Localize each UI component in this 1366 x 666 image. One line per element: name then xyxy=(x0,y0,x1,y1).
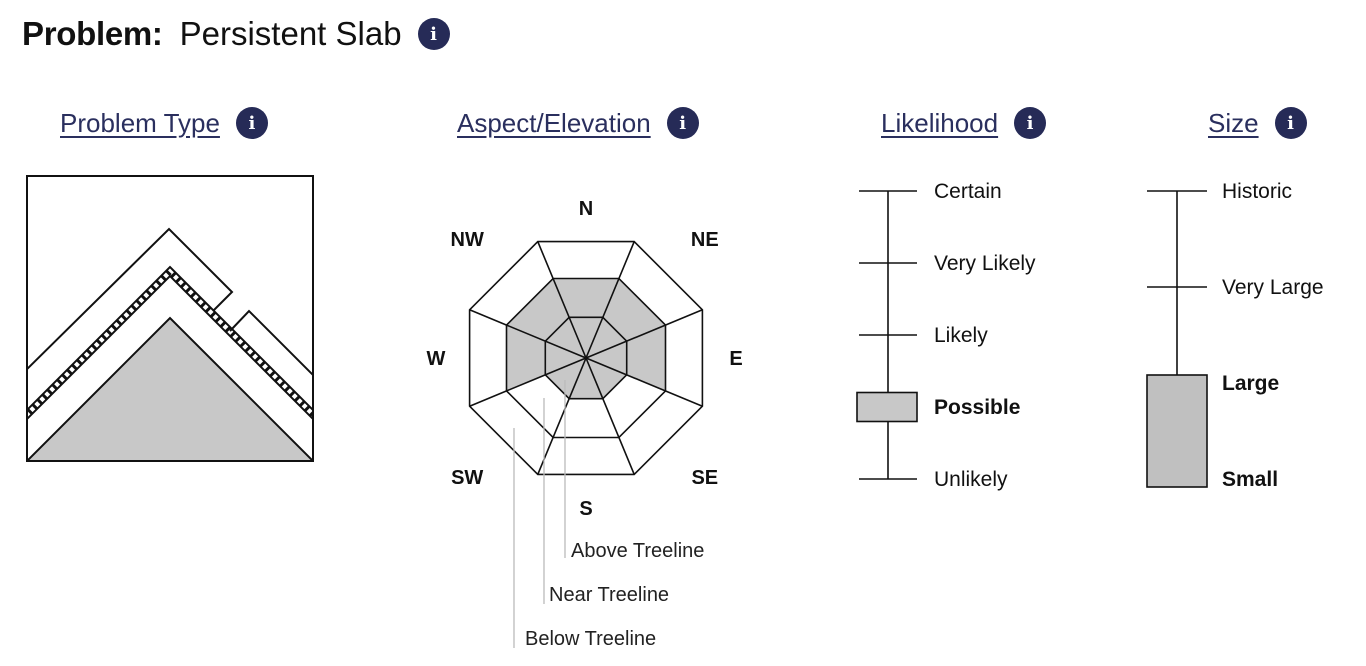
size-label-small: Small xyxy=(1222,468,1278,491)
aspect-label-w: W xyxy=(427,348,446,370)
rose-radial-line xyxy=(537,241,587,359)
size-label-very-large: Very Large xyxy=(1222,276,1324,299)
rose-sector-near-treeline-n xyxy=(553,278,619,318)
rose-sector-near-treeline-sw xyxy=(506,374,570,438)
rose-radial-line xyxy=(585,241,635,359)
aspect-label-sw: SW xyxy=(451,467,483,489)
rose-sector-below-treeline-sw xyxy=(469,390,554,475)
aspect-label-n: N xyxy=(579,198,593,220)
problem-type-link[interactable]: Problem Type xyxy=(60,107,220,138)
rose-sector-below-treeline-s xyxy=(537,437,635,475)
rose-radial-line xyxy=(585,357,635,475)
rose-sector-below-treeline-nw xyxy=(469,241,554,326)
problem-type-heading: Problem Type i xyxy=(60,106,268,140)
likelihood-label-unlikely: Unlikely xyxy=(934,468,1008,491)
problem-header: Problem: Persistent Slab i xyxy=(22,14,450,54)
likelihood-heading: Likelihood i xyxy=(881,106,1047,140)
rose-sector-above-treeline-w xyxy=(545,341,586,375)
rose-radial-line xyxy=(585,357,703,407)
rose-sector-near-treeline-e xyxy=(626,325,666,391)
rose-sector-near-treeline-nw xyxy=(506,278,570,342)
size-scale: Small Large Very Large Historic xyxy=(1146,180,1324,491)
size-heading: Size i xyxy=(1208,106,1307,140)
size-link[interactable]: Size xyxy=(1208,107,1259,138)
likelihood-scale: Unlikely Possible Likely Very Likely Certain xyxy=(856,180,1036,491)
rose-sector-below-treeline-n xyxy=(537,241,635,279)
problem-info-icon[interactable]: i xyxy=(417,18,450,50)
size-info-icon[interactable]: i xyxy=(1274,107,1307,139)
problem-name: Persistent Slab xyxy=(179,15,402,52)
rose-sector-near-treeline-ne xyxy=(602,278,666,342)
aspect-label-e: E xyxy=(729,348,742,370)
rose-sector-near-treeline-w xyxy=(506,325,546,391)
likelihood-label-certain: Certain xyxy=(934,180,1002,203)
rose-sector-below-treeline-ne xyxy=(618,241,703,326)
rose-radial-line xyxy=(469,309,587,359)
rose-sector-above-treeline-n xyxy=(569,317,603,358)
aspect-label-se: SE xyxy=(691,467,718,489)
problem-label: Problem: xyxy=(22,15,163,52)
aspect-elevation-link[interactable]: Aspect/Elevation xyxy=(457,107,651,138)
likelihood-label-very-likely: Very Likely xyxy=(934,252,1036,275)
elevation-label: Above Treeline xyxy=(571,540,704,562)
size-label-large: Large xyxy=(1222,372,1279,395)
aspect-elevation-heading: Aspect/Elevation i xyxy=(457,106,699,140)
rose-sector-above-treeline-e xyxy=(586,341,627,375)
likelihood-label-likely: Likely xyxy=(934,324,988,347)
rose-sector-above-treeline-se xyxy=(586,358,627,399)
rose-radial-line xyxy=(585,309,703,359)
rose-sector-above-treeline-sw xyxy=(545,358,586,399)
likelihood-info-icon[interactable]: i xyxy=(1014,107,1047,139)
likelihood-link[interactable]: Likelihood xyxy=(881,107,999,138)
rose-sector-above-treeline-ne xyxy=(586,317,627,358)
size-label-historic: Historic xyxy=(1222,180,1292,203)
rose-sector-below-treeline-se xyxy=(618,390,703,475)
rose-sector-below-treeline-w xyxy=(469,309,507,407)
rose-radial-line xyxy=(537,357,587,475)
problem-type-info-icon[interactable]: i xyxy=(235,107,268,139)
aspect-elevation-info-icon[interactable]: i xyxy=(666,107,699,139)
rose-sector-above-treeline-nw xyxy=(545,317,586,358)
rose-sector-near-treeline-se xyxy=(602,374,666,438)
aspect-label-ne: NE xyxy=(691,229,719,251)
rose-radial-line xyxy=(469,357,587,407)
elevation-label: Below Treeline xyxy=(525,628,656,650)
rose-sector-near-treeline-s xyxy=(553,398,619,438)
size-selected-range xyxy=(1146,374,1208,488)
rose-sector-above-treeline-s xyxy=(569,358,603,399)
aspect-label-nw: NW xyxy=(451,229,484,251)
rose-sector-below-treeline-e xyxy=(665,309,703,407)
likelihood-selected-marker xyxy=(856,391,918,423)
elevation-label: Near Treeline xyxy=(549,584,669,606)
likelihood-label-possible: Possible xyxy=(934,396,1020,419)
aspect-label-s: S xyxy=(579,498,592,520)
